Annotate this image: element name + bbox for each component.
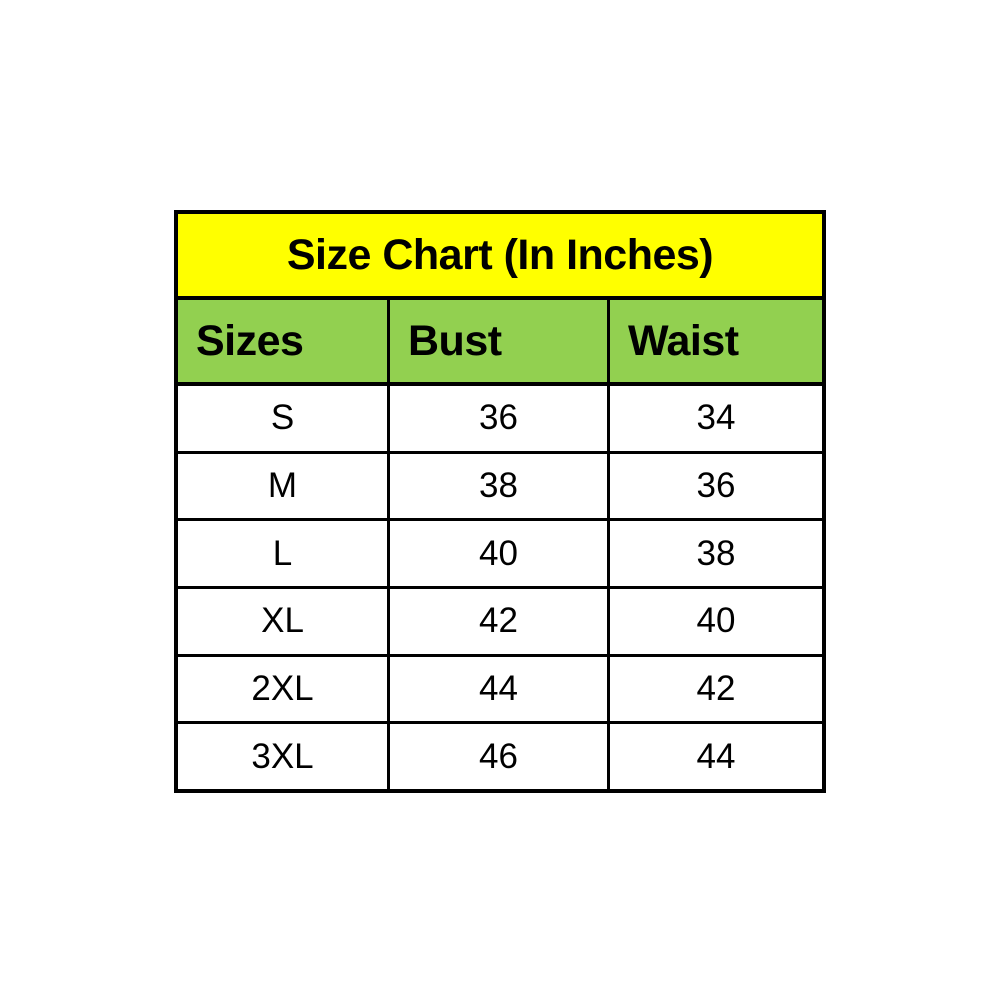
cell-size: S — [178, 386, 390, 451]
cell-size: XL — [178, 589, 390, 654]
table-row: XL 42 40 — [178, 589, 822, 657]
cell-bust: 38 — [390, 453, 610, 519]
table-body: S 36 34 M 38 36 L 40 38 XL 42 40 2XL 44 … — [178, 386, 822, 790]
column-header-bust: Bust — [390, 300, 610, 382]
cell-waist: 44 — [696, 736, 736, 776]
cell-bust: 40 — [390, 521, 610, 587]
cell-size: M — [178, 453, 390, 519]
table-title-row: Size Chart (In Inches) — [178, 214, 822, 300]
cell-size: 3XL — [178, 724, 390, 790]
table-row: M 38 36 — [178, 453, 822, 522]
cell-waist: 38 — [696, 533, 736, 573]
column-header-sizes: Sizes — [178, 300, 390, 382]
cell-waist: 36 — [696, 466, 736, 505]
cell-bust: 42 — [390, 589, 610, 654]
table-title: Size Chart (In Inches) — [286, 230, 714, 279]
cell-bust: 36 — [390, 386, 610, 451]
table-row: 3XL 46 44 — [178, 724, 822, 790]
size-chart-table: Size Chart (In Inches) Sizes Bust Waist … — [174, 210, 826, 793]
table-row: 2XL 44 42 — [178, 656, 822, 725]
table-header-row: Sizes Bust Waist — [178, 300, 822, 386]
table-row: L 40 38 — [178, 521, 822, 590]
cell-size: L — [178, 521, 390, 587]
cell-waist: 42 — [696, 669, 736, 709]
table-row: S 36 34 — [178, 386, 822, 454]
column-header-waist: Waist — [628, 316, 739, 365]
cell-waist: 34 — [696, 398, 736, 438]
cell-bust: 44 — [390, 656, 610, 722]
cell-waist: 40 — [696, 601, 736, 641]
cell-size: 2XL — [178, 656, 390, 722]
cell-bust: 46 — [390, 724, 610, 790]
